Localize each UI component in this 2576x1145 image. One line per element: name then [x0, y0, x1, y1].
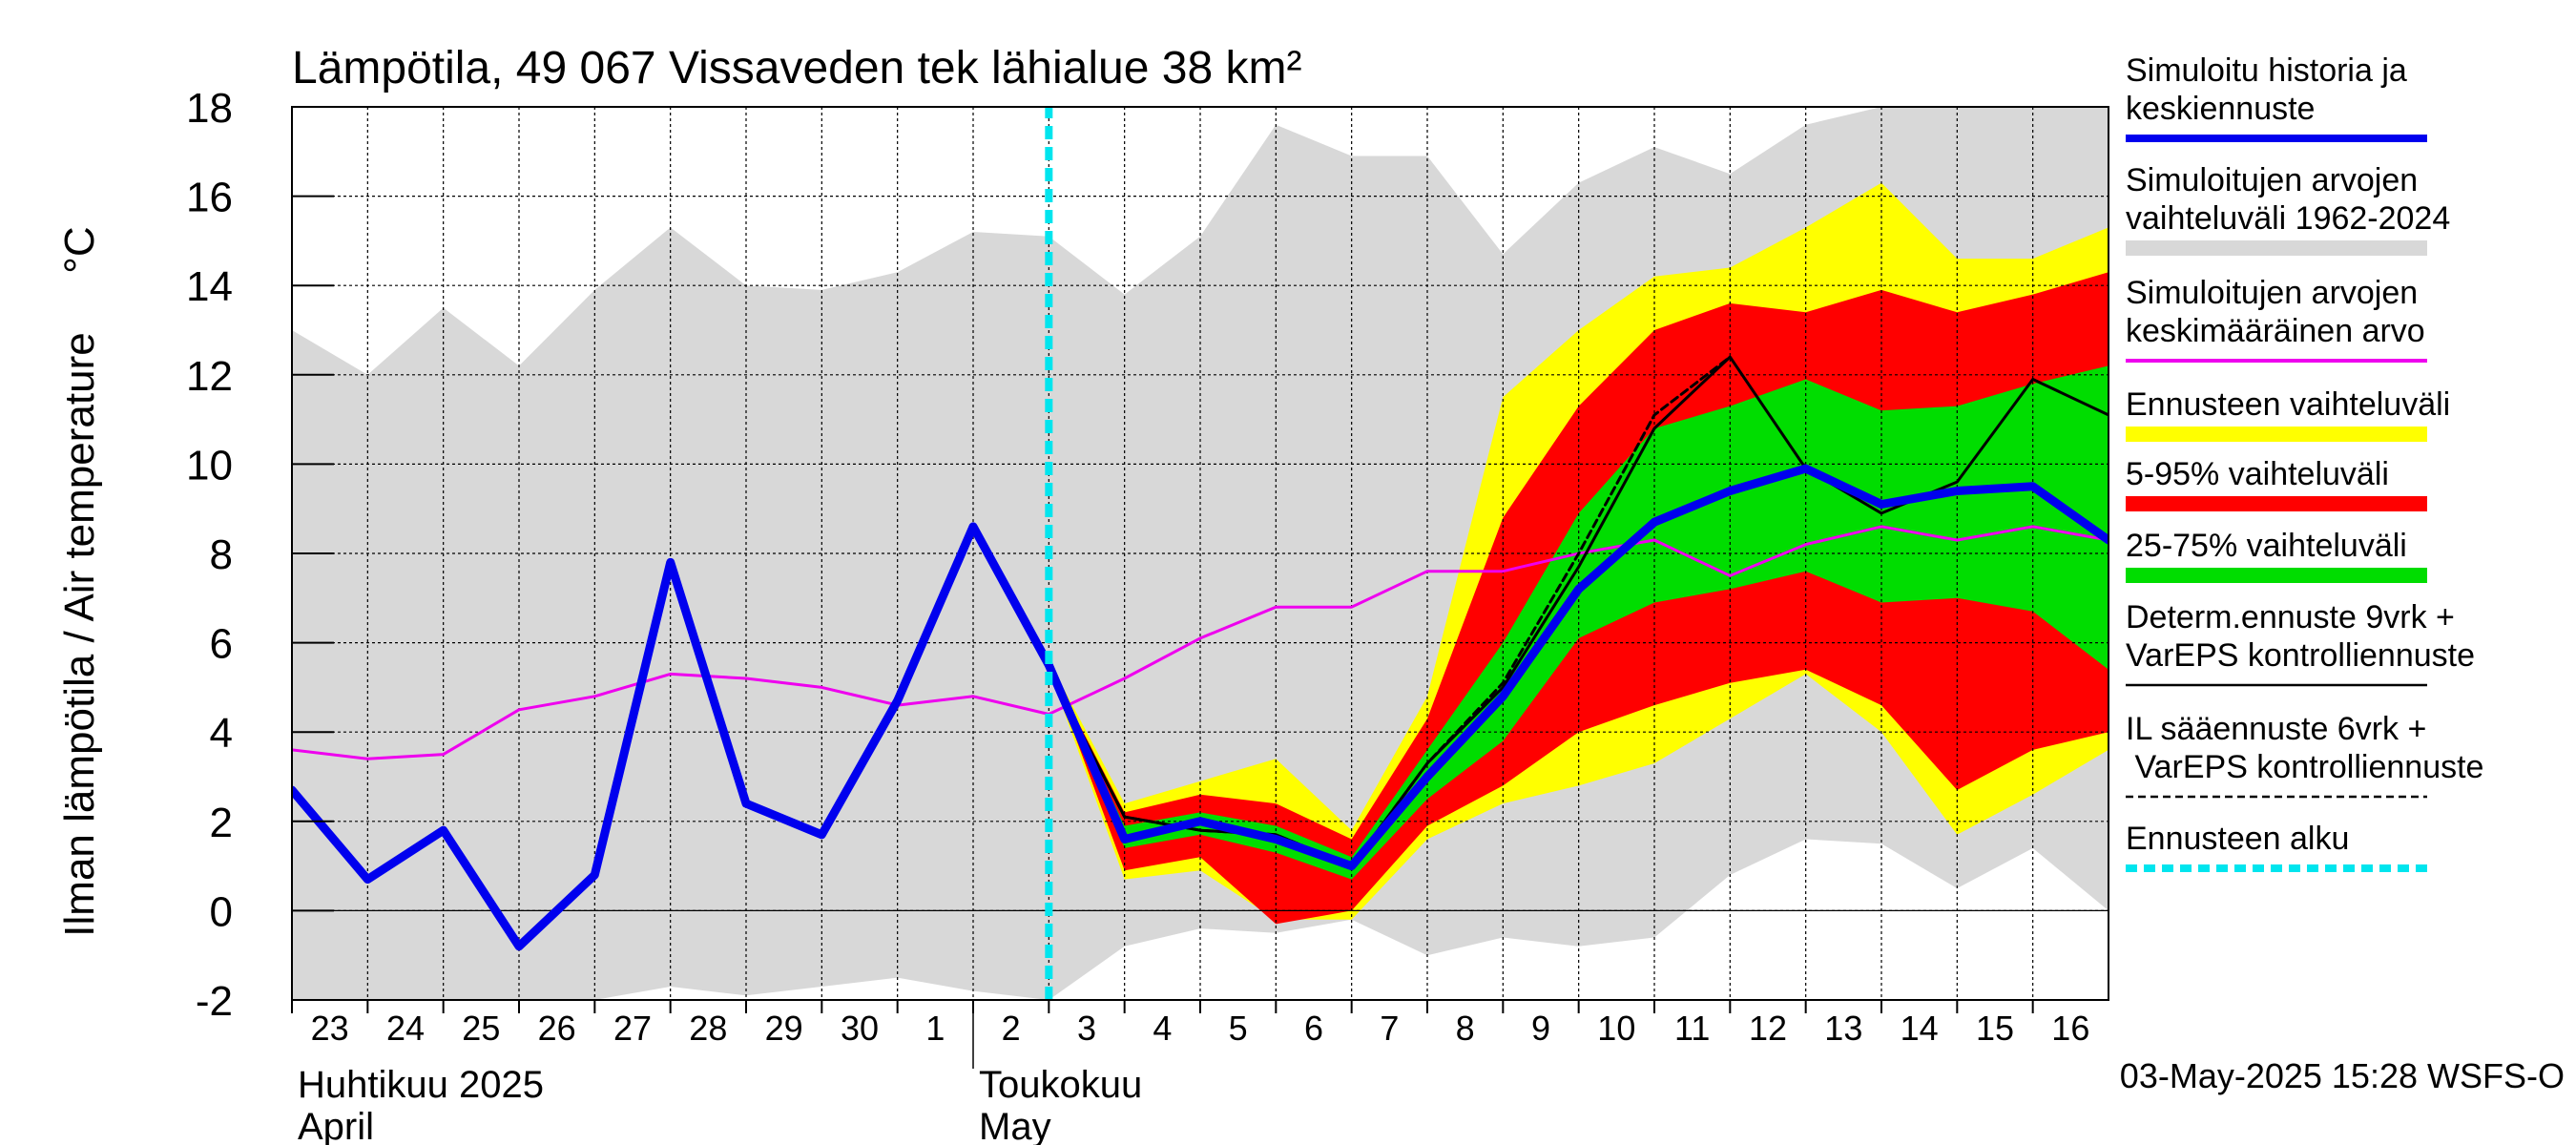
x-tick-label: 8 [1456, 1009, 1475, 1048]
y-tick-label: -2 [196, 978, 233, 1025]
x-tick-label: 15 [1976, 1009, 2014, 1048]
legend-label: 25-75% vaihteluväli [2126, 528, 2407, 564]
x-tick-label: 11 [1674, 1009, 1710, 1048]
x-tick-label: 9 [1531, 1009, 1550, 1048]
legend-entry-6: Determ.ennuste 9vrk + VarEPS kontrollienn… [2126, 599, 2475, 687]
legend-entry-4: 5-95% vaihteluväli [2126, 456, 2427, 511]
month-label-fi: Huhtikuu 2025 [298, 1064, 544, 1106]
y-tick-label: 6 [210, 621, 233, 668]
legend-entry-8: Ennusteen alku [2126, 821, 2427, 872]
timestamp-label: 03-May-2025 15:28 WSFS-O [2120, 1056, 2565, 1095]
y-axis-label: Ilman lämpötila / Air temperature [56, 332, 103, 936]
y-tick-label: 8 [210, 531, 233, 578]
x-tick-label: 16 [2051, 1009, 2089, 1048]
x-tick-label: 30 [841, 1009, 879, 1048]
y-tick-label: 12 [186, 353, 233, 400]
legend-entry-1: Simuloitujen arvojen vaihteluväli 1962-20… [2126, 162, 2450, 256]
y-tick-label: 16 [186, 175, 233, 221]
series-line-2 [292, 525, 2109, 760]
plot-area [292, 107, 2109, 1000]
y-axis-unit: °C [56, 226, 103, 273]
legend-entry-5: 25-75% vaihteluväli [2126, 528, 2427, 583]
x-tick-label: 24 [386, 1009, 425, 1048]
month-label-en: May [979, 1106, 1051, 1145]
legend-entry-2: Simuloitujen arvojen keskimääräinen arvo [2126, 275, 2427, 363]
legend-label: Determ.ennuste 9vrk + VarEPS kontrollienn… [2126, 599, 2475, 674]
x-tick-label: 5 [1229, 1009, 1248, 1048]
legend-entry-3: Ennusteen vaihteluväli [2126, 386, 2450, 442]
x-tick-label: 27 [613, 1009, 652, 1048]
legend-label: IL sääennuste 6vrk + VarEPS kontrollienn… [2126, 711, 2483, 785]
x-tick-label: 3 [1077, 1009, 1096, 1048]
x-tick-label: 4 [1153, 1009, 1172, 1048]
legend-label: 5-95% vaihteluväli [2126, 456, 2389, 492]
y-tick-label: 2 [210, 800, 233, 846]
y-tick-label: 14 [186, 263, 233, 310]
y-tick-label: 0 [210, 888, 233, 935]
x-tick-label: 28 [689, 1009, 727, 1048]
x-tick-label: 7 [1380, 1009, 1399, 1048]
x-tick-label: 25 [462, 1009, 500, 1048]
x-tick-label: 12 [1749, 1009, 1787, 1048]
chart-title: Lämpötila, 49 067 Vissaveden tek lähialu… [292, 43, 1301, 94]
x-tick-label: 14 [1901, 1009, 1939, 1048]
y-tick-label: 18 [186, 85, 233, 132]
legend: Simuloitu historia ja keskiennuste Simuloi… [2126, 52, 2483, 872]
y-tick-label: 10 [186, 442, 233, 489]
x-tick-label: 26 [538, 1009, 576, 1048]
y-tick-label: 4 [210, 710, 233, 757]
x-tick-label: 13 [1824, 1009, 1862, 1048]
x-tick-label: 10 [1597, 1009, 1635, 1048]
legend-entry-7: IL sääennuste 6vrk + VarEPS kontrollienn… [2126, 711, 2483, 799]
legend-label: Simuloitu historia ja keskiennuste [2126, 52, 2407, 127]
plot-content [292, 107, 2109, 1000]
x-tick-label: 1 [925, 1009, 945, 1048]
legend-label: Ennusteen vaihteluväli [2126, 386, 2450, 423]
series-line-0 [292, 464, 2109, 951]
x-tick-label: 29 [765, 1009, 803, 1048]
legend-label: Ennusteen alku [2126, 821, 2349, 857]
x-tick-label: 6 [1304, 1009, 1323, 1048]
legend-label: Simuloitujen arvojen vaihteluväli 1962-20… [2126, 162, 2450, 237]
month-label-en: April [298, 1106, 374, 1145]
legend-entry-0: Simuloitu historia ja keskiennuste [2126, 52, 2427, 142]
month-label-fi: Toukokuu [979, 1064, 1142, 1106]
x-tick-label: 2 [1002, 1009, 1021, 1048]
x-tick-label: 23 [311, 1009, 349, 1048]
legend-label: Simuloitujen arvojen keskimääräinen arvo [2126, 275, 2425, 349]
